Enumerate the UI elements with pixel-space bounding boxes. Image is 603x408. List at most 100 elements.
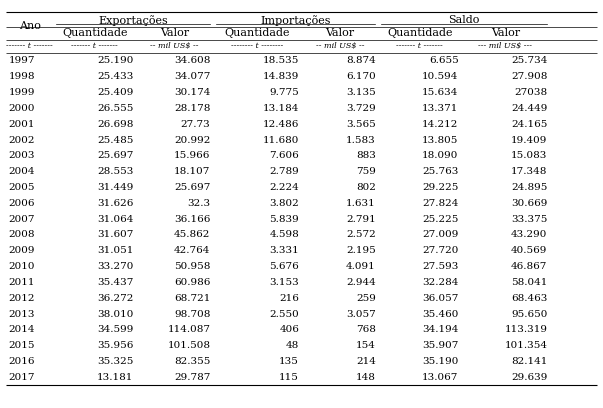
Text: 13.184: 13.184 bbox=[263, 104, 299, 113]
Text: 768: 768 bbox=[356, 326, 376, 335]
Text: 36.272: 36.272 bbox=[97, 294, 134, 303]
Text: 2.944: 2.944 bbox=[346, 278, 376, 287]
Text: 2001: 2001 bbox=[8, 120, 35, 129]
Text: 13.805: 13.805 bbox=[422, 135, 459, 144]
Text: 95.650: 95.650 bbox=[511, 310, 548, 319]
Text: Importações: Importações bbox=[260, 15, 331, 26]
Text: 2004: 2004 bbox=[8, 167, 35, 176]
Text: 27.009: 27.009 bbox=[422, 231, 459, 239]
Text: 29.225: 29.225 bbox=[422, 183, 459, 192]
Text: ------- t -------: ------- t ------- bbox=[71, 42, 118, 50]
Text: 2.789: 2.789 bbox=[270, 167, 299, 176]
Text: 148: 148 bbox=[356, 373, 376, 382]
Text: 113.319: 113.319 bbox=[504, 326, 548, 335]
Text: 35.325: 35.325 bbox=[97, 357, 134, 366]
Text: 3.565: 3.565 bbox=[346, 120, 376, 129]
Text: 883: 883 bbox=[356, 151, 376, 160]
Text: 2017: 2017 bbox=[8, 373, 35, 382]
Text: 33.375: 33.375 bbox=[511, 215, 548, 224]
Text: 68.463: 68.463 bbox=[511, 294, 548, 303]
Text: 2010: 2010 bbox=[8, 262, 35, 271]
Text: 27038: 27038 bbox=[514, 88, 548, 97]
Text: 25.763: 25.763 bbox=[422, 167, 459, 176]
Text: 11.680: 11.680 bbox=[263, 135, 299, 144]
Text: Quantidade: Quantidade bbox=[224, 28, 290, 38]
Text: 36.057: 36.057 bbox=[422, 294, 459, 303]
Text: Valor: Valor bbox=[160, 28, 189, 38]
Text: 2003: 2003 bbox=[8, 151, 35, 160]
Text: 36.166: 36.166 bbox=[174, 215, 210, 224]
Text: 115: 115 bbox=[279, 373, 299, 382]
Text: 50.958: 50.958 bbox=[174, 262, 210, 271]
Text: 38.010: 38.010 bbox=[97, 310, 134, 319]
Text: 82.141: 82.141 bbox=[511, 357, 548, 366]
Text: Quantidade: Quantidade bbox=[387, 28, 452, 38]
Text: 1998: 1998 bbox=[8, 72, 35, 81]
Text: --- mil US$ ---: --- mil US$ --- bbox=[478, 42, 532, 50]
Text: 58.041: 58.041 bbox=[511, 278, 548, 287]
Text: 2014: 2014 bbox=[8, 326, 35, 335]
Text: Saldo: Saldo bbox=[448, 15, 480, 25]
Text: ------- t -------: ------- t ------- bbox=[396, 42, 443, 50]
Text: 43.290: 43.290 bbox=[511, 231, 548, 239]
Text: 35.460: 35.460 bbox=[422, 310, 459, 319]
Text: 13.371: 13.371 bbox=[422, 104, 459, 113]
Text: 34.194: 34.194 bbox=[422, 326, 459, 335]
Text: 34.608: 34.608 bbox=[174, 56, 210, 65]
Text: 98.708: 98.708 bbox=[174, 310, 210, 319]
Text: 24.449: 24.449 bbox=[511, 104, 548, 113]
Text: Exportações: Exportações bbox=[98, 15, 168, 26]
Text: 25.190: 25.190 bbox=[97, 56, 134, 65]
Text: 3.802: 3.802 bbox=[270, 199, 299, 208]
Text: -- mil US$ --: -- mil US$ -- bbox=[150, 42, 199, 50]
Text: 2.572: 2.572 bbox=[346, 231, 376, 239]
Text: 5.839: 5.839 bbox=[270, 215, 299, 224]
Text: 2013: 2013 bbox=[8, 310, 35, 319]
Text: 216: 216 bbox=[279, 294, 299, 303]
Text: 31.626: 31.626 bbox=[97, 199, 134, 208]
Text: 2.550: 2.550 bbox=[270, 310, 299, 319]
Text: 46.867: 46.867 bbox=[511, 262, 548, 271]
Text: 25.697: 25.697 bbox=[97, 151, 134, 160]
Text: 27.593: 27.593 bbox=[422, 262, 459, 271]
Text: 802: 802 bbox=[356, 183, 376, 192]
Text: 33.270: 33.270 bbox=[97, 262, 134, 271]
Text: 15.634: 15.634 bbox=[422, 88, 459, 97]
Text: 30.669: 30.669 bbox=[511, 199, 548, 208]
Text: 19.409: 19.409 bbox=[511, 135, 548, 144]
Text: Quantidade: Quantidade bbox=[62, 28, 127, 38]
Text: 1.631: 1.631 bbox=[346, 199, 376, 208]
Text: 18.107: 18.107 bbox=[174, 167, 210, 176]
Text: 6.655: 6.655 bbox=[429, 56, 459, 65]
Text: Ano: Ano bbox=[19, 22, 40, 31]
Text: 2000: 2000 bbox=[8, 104, 35, 113]
Text: 9.775: 9.775 bbox=[270, 88, 299, 97]
Text: 2.791: 2.791 bbox=[346, 215, 376, 224]
Text: 2006: 2006 bbox=[8, 199, 35, 208]
Text: -- mil US$ --: -- mil US$ -- bbox=[315, 42, 364, 50]
Text: 35.907: 35.907 bbox=[422, 341, 459, 350]
Text: 18.535: 18.535 bbox=[263, 56, 299, 65]
Text: 2011: 2011 bbox=[8, 278, 35, 287]
Text: 406: 406 bbox=[279, 326, 299, 335]
Text: Valor: Valor bbox=[326, 28, 355, 38]
Text: 31.607: 31.607 bbox=[97, 231, 134, 239]
Text: 27.73: 27.73 bbox=[181, 120, 210, 129]
Text: 1.583: 1.583 bbox=[346, 135, 376, 144]
Text: 135: 135 bbox=[279, 357, 299, 366]
Text: 42.764: 42.764 bbox=[174, 246, 210, 255]
Text: 18.090: 18.090 bbox=[422, 151, 459, 160]
Text: 13.067: 13.067 bbox=[422, 373, 459, 382]
Text: 15.966: 15.966 bbox=[174, 151, 210, 160]
Text: 6.170: 6.170 bbox=[346, 72, 376, 81]
Text: 28.553: 28.553 bbox=[97, 167, 134, 176]
Text: 2005: 2005 bbox=[8, 183, 35, 192]
Text: 3.331: 3.331 bbox=[270, 246, 299, 255]
Text: 154: 154 bbox=[356, 341, 376, 350]
Text: 32.3: 32.3 bbox=[188, 199, 210, 208]
Text: 4.598: 4.598 bbox=[270, 231, 299, 239]
Text: 4.091: 4.091 bbox=[346, 262, 376, 271]
Text: 2008: 2008 bbox=[8, 231, 35, 239]
Text: 35.437: 35.437 bbox=[97, 278, 134, 287]
Text: 32.284: 32.284 bbox=[422, 278, 459, 287]
